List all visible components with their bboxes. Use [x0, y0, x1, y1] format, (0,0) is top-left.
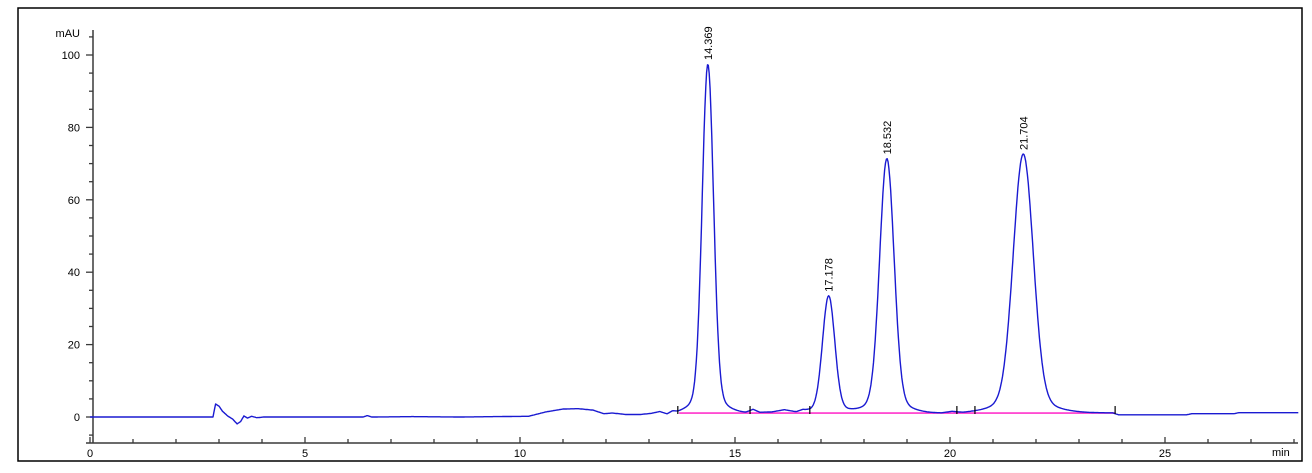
y-tick-label: 20 — [68, 340, 80, 352]
x-axis-unit-label: min — [1272, 447, 1290, 459]
y-tick-label: 60 — [68, 195, 80, 207]
peak-label: 14.369 — [703, 26, 715, 60]
peak-label: 17.178 — [824, 258, 836, 292]
x-tick-label: 0 — [87, 448, 93, 460]
peak-label: 21.704 — [1018, 116, 1030, 150]
signal-trace — [90, 64, 1299, 425]
y-tick-label: 40 — [68, 267, 80, 279]
x-tick-label: 15 — [729, 448, 741, 460]
plot-frame — [17, 7, 1303, 462]
x-tick-label: 20 — [944, 448, 956, 460]
y-tick-label: 80 — [68, 122, 80, 134]
y-tick-label: 100 — [62, 50, 80, 62]
peak-label: 18.532 — [882, 121, 894, 155]
x-tick-label: 25 — [1159, 448, 1171, 460]
x-tick-label: 5 — [302, 448, 308, 460]
x-tick-label: 10 — [514, 448, 526, 460]
y-tick-label: 0 — [74, 412, 80, 424]
y-axis-unit-label: mAU — [55, 28, 80, 40]
